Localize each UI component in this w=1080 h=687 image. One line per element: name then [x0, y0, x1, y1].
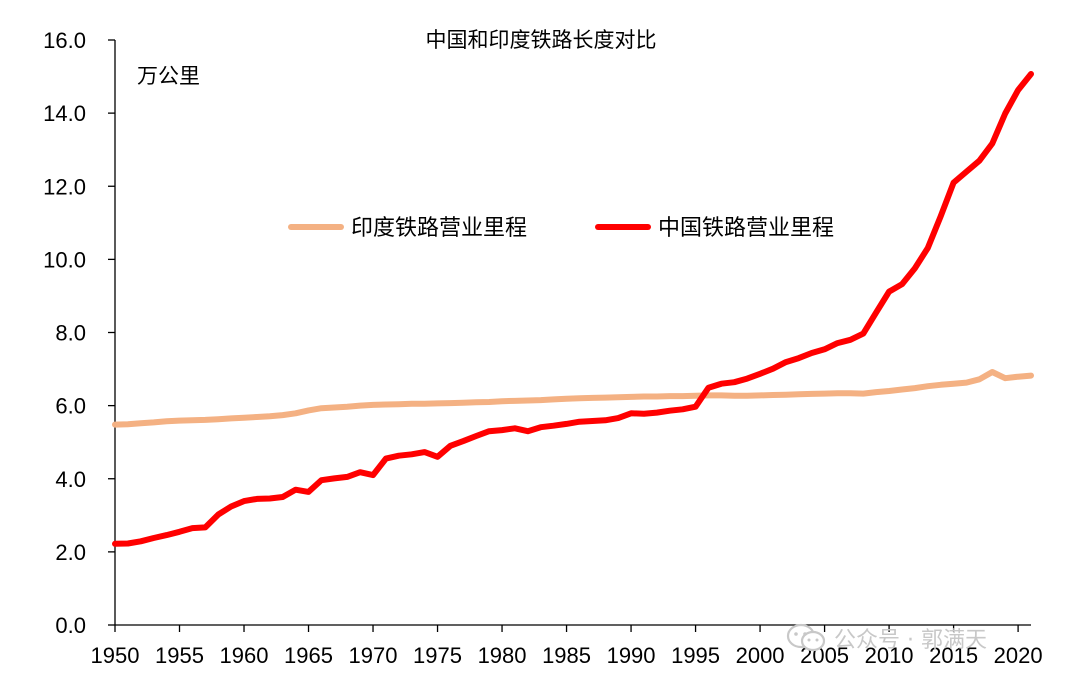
y-tick-label: 10.0 [43, 247, 86, 272]
x-tick-label: 1995 [671, 643, 720, 668]
x-tick-label: 2020 [994, 643, 1043, 668]
x-tick-label: 1955 [155, 643, 204, 668]
y-tick-label: 14.0 [43, 101, 86, 126]
x-tick-label: 1975 [413, 643, 462, 668]
axes: 0.0 2.0 4.0 6.0 8.0 10.0 12.0 14.0 16.0 1950 1955 1… [43, 28, 1042, 668]
legend: 印度铁路营业里程 中国铁路营业里程 [288, 216, 834, 241]
series-line-0 [112, 369, 1034, 428]
x-tick-label: 2000 [736, 643, 785, 668]
legend-label-1: 中国铁路营业里程 [658, 216, 834, 241]
x-tick-label: 1985 [542, 643, 591, 668]
chart-title: 中国和印度铁路长度对比 [426, 28, 657, 52]
wechat-icon [786, 623, 826, 652]
y-tick-label: 8.0 [55, 321, 86, 346]
x-tick-label: 1970 [349, 643, 398, 668]
x-tick-label: 2015 [929, 643, 978, 668]
y-tick-label: 12.0 [43, 174, 86, 199]
x-tick-label: 2010 [865, 643, 914, 668]
x-tick-label: 1960 [220, 643, 269, 668]
x-tick-label: 1950 [91, 643, 140, 668]
y-tick-label: 6.0 [55, 394, 86, 419]
legend-label-0: 印度铁路营业里程 [351, 216, 527, 241]
y-tick-label: 0.0 [55, 613, 86, 638]
y-unit-label: 万公里 [137, 64, 200, 88]
y-tick-label: 4.0 [55, 467, 86, 492]
watermark: 公众号 · 郭满天 [786, 622, 987, 654]
y-tick-label: 16.0 [43, 28, 86, 53]
watermark-text: 公众号 · 郭满天 [834, 628, 987, 653]
series-layer [112, 71, 1034, 547]
series-line-1 [112, 71, 1034, 547]
y-tick-label: 2.0 [55, 540, 86, 565]
x-tick-label: 1965 [284, 643, 333, 668]
x-tick-label: 1990 [607, 643, 656, 668]
x-tick-label: 1980 [478, 643, 527, 668]
